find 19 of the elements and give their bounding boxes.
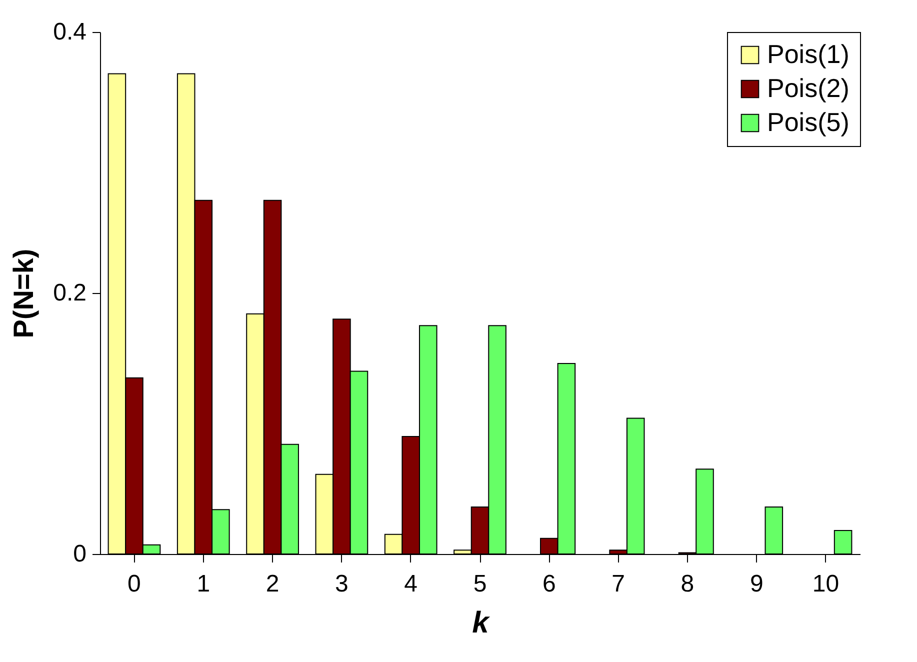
- legend-label: Pois(1): [767, 39, 850, 69]
- x-tick-label: 10: [812, 570, 840, 598]
- x-tick-label: 0: [128, 570, 141, 598]
- x-tick-label: 6: [542, 570, 556, 598]
- x-tick-label: 5: [473, 570, 487, 598]
- legend-label: Pois(2): [767, 73, 850, 103]
- x-axis-title: k: [472, 606, 490, 640]
- x-tick-label: 2: [266, 570, 280, 598]
- legend-label: Pois(5): [767, 107, 850, 137]
- y-tick-label: 0.4: [53, 18, 86, 46]
- x-tick-label: 7: [612, 570, 625, 598]
- x-tick-label: 9: [750, 570, 764, 598]
- x-tick-label: 8: [680, 570, 694, 598]
- x-tick-label: 3: [335, 570, 348, 598]
- y-axis-title: P(N=k): [8, 248, 40, 338]
- x-tick-label: 1: [196, 570, 210, 598]
- y-tick-label: 0.2: [53, 280, 86, 306]
- x-tick-label: 4: [404, 570, 418, 598]
- y-tick-label: 0: [73, 540, 86, 568]
